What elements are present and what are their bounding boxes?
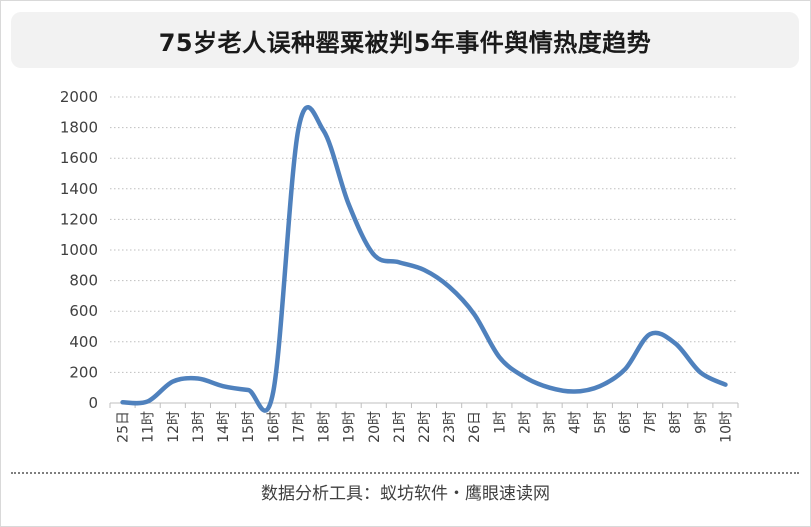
x-tick-label: 23时 xyxy=(442,411,458,443)
y-tick-label: 1000 xyxy=(60,241,98,259)
y-tick-label: 0 xyxy=(88,394,98,412)
line-chart: 0 200 400 600 800 1000 1200 1400 1600 1800 2000 25日… xyxy=(60,88,739,443)
x-tick-label: 17时 xyxy=(291,411,307,443)
x-tick-label: 22时 xyxy=(417,411,433,443)
x-tick-label: 20时 xyxy=(367,411,383,443)
x-tick-label: 4时 xyxy=(568,411,584,434)
x-tick-label: 2时 xyxy=(517,411,533,434)
y-tick-label: 800 xyxy=(69,272,98,290)
y-tick-label: 2000 xyxy=(60,88,98,106)
x-tick-label: 7时 xyxy=(643,411,659,434)
footer-credit: 数据分析工具：蚁坊软件・鹰眼速读网 xyxy=(261,484,550,504)
y-tick-label: 1400 xyxy=(60,180,98,198)
title-bar: 75岁老人误种罂粟被判5年事件舆情热度趋势 xyxy=(11,12,799,68)
x-tick-label: 19时 xyxy=(342,411,358,443)
x-tick-label: 18时 xyxy=(317,411,333,443)
chart-title: 75岁老人误种罂粟被判5年事件舆情热度趋势 xyxy=(158,28,652,57)
x-tick-label: 5时 xyxy=(593,411,609,434)
x-tick-label: 15时 xyxy=(241,411,257,443)
y-tick-label: 600 xyxy=(69,302,98,320)
x-tick-label: 12时 xyxy=(166,411,182,443)
x-tick-label: 9时 xyxy=(693,411,709,434)
x-tick-label: 21时 xyxy=(392,411,408,443)
x-tick-label: 16时 xyxy=(266,411,282,443)
x-tick-label: 11时 xyxy=(141,411,157,443)
x-tick-label: 1时 xyxy=(492,411,508,434)
y-tick-label: 1800 xyxy=(60,119,98,137)
footer-divider xyxy=(11,472,799,474)
x-tick-label: 8时 xyxy=(668,411,684,434)
x-tick-label: 6时 xyxy=(618,411,634,434)
y-tick-label: 1200 xyxy=(60,210,98,228)
x-tick-label: 13时 xyxy=(191,411,207,443)
x-tick-label: 14时 xyxy=(216,411,232,443)
x-tick-label: 25日 xyxy=(116,411,132,443)
y-tick-label: 1600 xyxy=(60,149,98,167)
x-tick-label: 26日 xyxy=(467,411,483,443)
y-tick-label: 200 xyxy=(69,363,98,381)
y-tick-label: 400 xyxy=(69,333,98,351)
series-line xyxy=(120,105,728,413)
x-tick-label: 3时 xyxy=(543,411,559,434)
x-tick-label: 10时 xyxy=(718,411,734,443)
